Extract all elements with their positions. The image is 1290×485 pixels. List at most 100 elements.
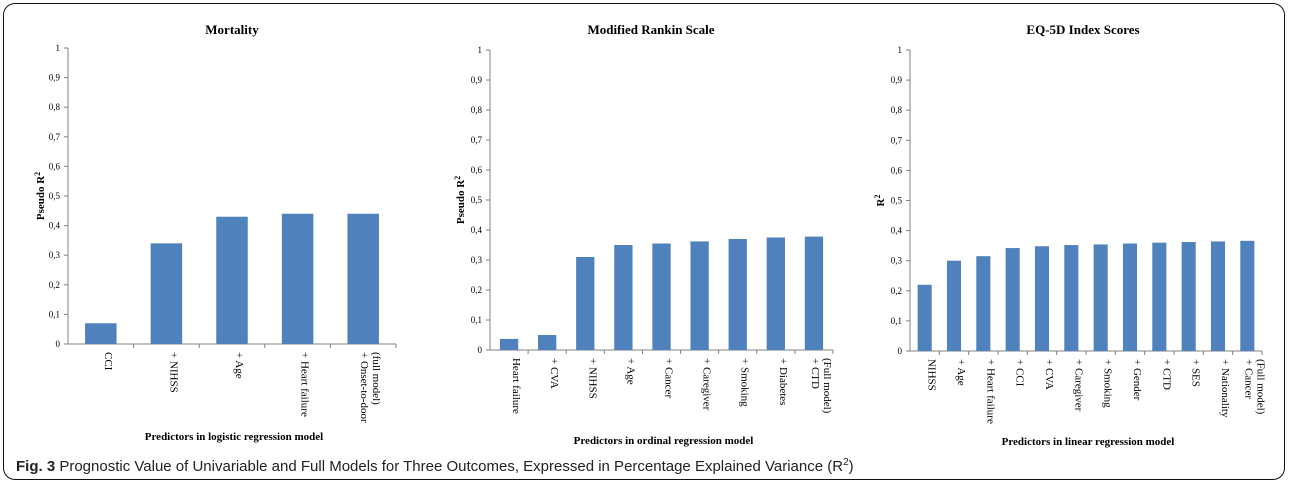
y-tick-label: 0,1 [49,309,60,319]
y-tick-label: 0,2 [49,280,60,290]
category-label: + CCI [1014,359,1026,387]
category-label: Heart failure [510,358,522,414]
category-label: + Age [233,352,245,379]
category-label: (Full model) [1254,359,1266,415]
caption-close: ) [848,458,854,475]
y-tick-label: 0 [56,339,61,349]
y-tick-label: 1 [898,45,903,55]
y-tick-label: 0,2 [891,286,902,296]
bar [538,335,557,350]
category-label: + CTD [1160,359,1172,390]
y-tick-label: 0,9 [891,75,903,85]
y-tick-label: 0,1 [891,316,902,326]
y-tick-label: 0,8 [471,105,483,115]
bar [1152,242,1167,351]
y-tick-label: 1 [56,43,61,53]
bar [614,245,633,350]
bar [917,284,932,351]
category-label: + Heart failure [984,359,996,424]
chart-title: Mortality [205,22,259,37]
y-tick-label: 0,6 [891,165,903,175]
y-tick-label: 0,1 [471,315,482,325]
y-axis-title-text: R [875,197,887,206]
bar [652,243,671,350]
y-tick-label: 0,3 [891,256,903,266]
y-tick-label: 0,6 [49,161,61,171]
bar [281,213,314,344]
bar [690,241,709,350]
category-label: + Diabetes [777,358,789,405]
category-label: + NIHSS [586,358,598,399]
bar [804,236,824,350]
category-label: + Nationality [1219,359,1231,418]
category-label: + Smoking [1102,359,1114,408]
bar [85,323,117,344]
y-tick-label: 0,5 [891,196,903,206]
y-axis-title-text: Pseudo R [455,179,467,224]
y-tick-label: 0,5 [471,195,483,205]
y-tick-label: 0,9 [471,75,483,85]
bar [216,216,248,344]
y-axis-title-superscript: 2 [453,176,462,180]
category-label: + Cancer [1242,359,1254,399]
bar [1181,242,1196,351]
y-tick-label: 0,4 [49,221,61,231]
category-label: + Gender [1131,359,1143,401]
y-axis-title-text: Pseudo R [35,175,47,220]
y-axis-title-superscript: 2 [873,195,882,199]
y-tick-label: 0,4 [891,226,903,236]
chart-title: EQ-5D Index Scores [1026,22,1139,37]
category-label: + Age [955,359,967,386]
category-label: + Caregiver [701,358,713,411]
y-tick-label: 0,3 [49,250,61,260]
y-axis-title: Pseudo R2 [453,176,467,224]
caption-text: Prognostic Value of Univariable and Full… [59,458,844,475]
y-tick-label: 0,2 [471,285,482,295]
caption-superscript: 2 [843,457,849,468]
figure-caption: Fig. 3 Prognostic Value of Univariable a… [16,457,854,475]
chart-2: Modified Rankin Scale 0 0,1 0,2 0,3 0,4 0,5 0,6… [453,22,834,447]
bar [1122,243,1138,351]
x-axis-title: Predictors in ordinal regression model [574,435,754,447]
bar [1034,246,1050,351]
y-tick-label: 0,7 [891,135,903,145]
bar [946,260,962,351]
y-tick-label: 0,9 [49,73,61,83]
y-tick-label: 0,8 [891,105,903,115]
y-tick-label: 0,3 [471,255,483,265]
caption-label: Fig. 3 [16,458,56,475]
category-label: + SES [1190,359,1202,387]
y-tick-label: 0,5 [49,191,61,201]
y-tick-label: 0,7 [49,132,61,142]
category-label: NIHSS [926,359,938,391]
category-label: + Caregiver [1072,359,1084,412]
bar [1064,245,1079,351]
category-label: + CTD [809,358,821,389]
category-label: + NIHSS [167,352,179,393]
category-label: (Full model) [821,358,833,414]
y-tick-label: 0,8 [49,102,61,112]
x-axis-title: Predictors in linear regression model [1002,436,1175,448]
category-label: + Age [624,358,636,385]
category-label: + CVA [1043,359,1055,390]
y-tick-label: 0,7 [471,135,483,145]
bar [347,213,379,344]
bar [728,239,747,350]
bar [576,257,595,350]
bar [1240,240,1255,351]
y-tick-label: 0 [478,345,483,355]
category-label: + Heart failure [299,352,311,417]
y-tick-label: 0,4 [471,225,483,235]
chart-3: EQ-5D Index Scores 0 0,1 0,2 0,3 0,4 0,5 0,6 0,7… [873,22,1266,448]
category-label: + Cancer [663,358,675,398]
y-tick-label: 0,6 [471,165,483,175]
x-axis-title: Predictors in logistic regression model [145,431,323,443]
y-axis-title-superscript: 2 [33,172,42,176]
category-label: + Smoking [739,358,751,407]
category-label: (full model) [370,352,382,405]
y-tick-label: 1 [478,45,483,55]
category-label: CCI [102,352,114,371]
y-axis-title: Pseudo R2 [33,172,47,220]
chart-title: Modified Rankin Scale [587,22,714,37]
